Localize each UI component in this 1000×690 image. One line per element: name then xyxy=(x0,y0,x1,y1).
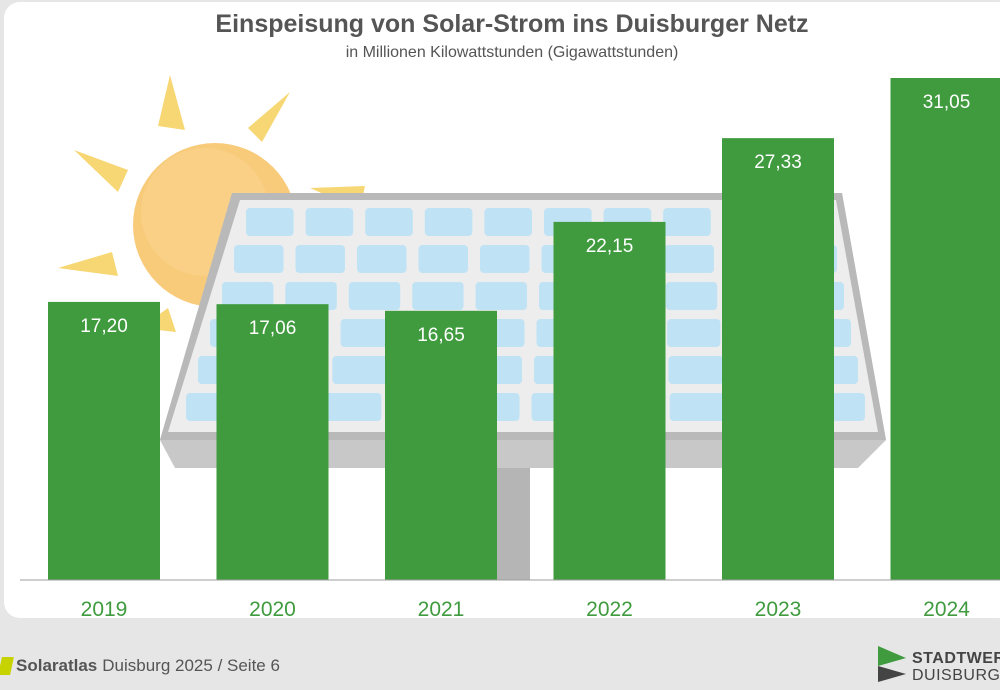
x-tick-label-2020: 2020 xyxy=(249,598,296,621)
x-tick-label-2021: 2021 xyxy=(418,598,465,621)
data-label-2022: 22,15 xyxy=(586,236,634,257)
chart-title: Einspeisung von Solar-Strom ins Duisburg… xyxy=(215,10,809,38)
data-label-2021: 16,65 xyxy=(417,325,465,346)
accent-mark-icon xyxy=(0,657,14,675)
x-tick-label-2022: 2022 xyxy=(586,598,633,621)
bar-2023 xyxy=(722,138,834,580)
bar-2021 xyxy=(385,310,497,580)
bar-2024 xyxy=(890,78,1000,580)
bar-2020 xyxy=(216,304,329,580)
logo-line-2: DUISBURG xyxy=(912,667,1000,684)
footer-text: Duisburg 2025 / Seite 6 xyxy=(102,656,280,675)
bar-2019 xyxy=(48,301,160,580)
bar-2022 xyxy=(553,221,666,580)
data-label-2019: 17,20 xyxy=(80,316,128,337)
stadtwerke-logo-icon xyxy=(878,646,906,682)
x-tick-label-2024: 2024 xyxy=(923,598,970,621)
logo-line-1: STADTWER xyxy=(912,650,1000,667)
footer-brand: Solaratlas xyxy=(16,656,98,675)
data-label-2023: 27,33 xyxy=(754,152,802,173)
footer: Solaratlas Duisburg 2025 / Seite 6 xyxy=(0,652,280,680)
chart-subtitle: in Millionen Kilowattstunden (Gigawattst… xyxy=(345,44,679,61)
chart-canvas: 17,20 2019 17,06 2020 16,65 2021 22,15 2022 27,3… xyxy=(20,75,1000,621)
data-label-2020: 17,06 xyxy=(249,318,297,339)
x-tick-label-2023: 2023 xyxy=(755,598,802,621)
x-tick-label-2019: 2019 xyxy=(81,598,128,621)
data-label-2024: 31,05 xyxy=(923,92,971,113)
logo-text: STADTWER DUISBURG xyxy=(912,650,1000,684)
stadtwerke-logo: STADTWER DUISBURG xyxy=(876,640,1000,688)
